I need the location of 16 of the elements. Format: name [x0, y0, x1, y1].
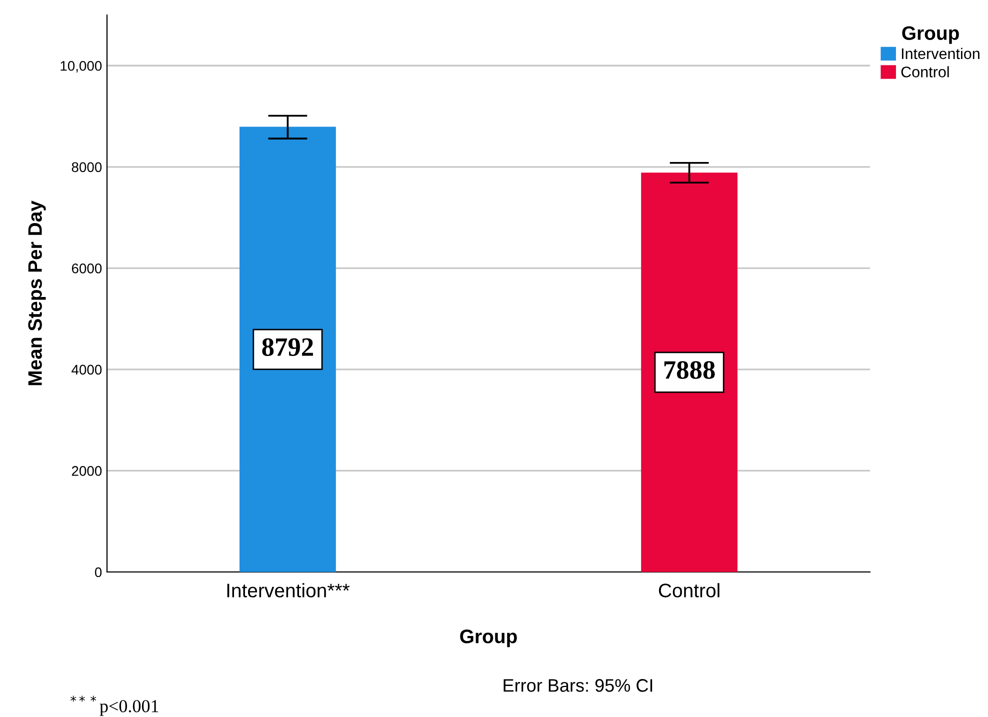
data-label: 7888	[664, 361, 715, 379]
legend-label: Control	[901, 66, 949, 78]
legend-title: Group	[902, 26, 959, 44]
x-tick-label: Intervention***	[227, 583, 350, 598]
y-tick-label: 0	[94, 567, 102, 578]
y-tick-label: 10,000	[60, 60, 102, 72]
y-tick-label: 2000	[72, 466, 102, 476]
y-tick-label: 6000	[72, 264, 102, 274]
x-axis-title: Group	[460, 630, 517, 648]
y-tick-label: 8000	[72, 162, 102, 172]
y-tick-label: 4000	[72, 364, 102, 375]
text: Error Bars: 95% CI	[504, 679, 652, 692]
legend-label: Intervention	[902, 48, 980, 60]
y-axis-title: Mean Steps Per Day	[28, 200, 46, 386]
data-label: 8792	[262, 338, 313, 356]
text: $^{***}$p<0.001	[70, 696, 158, 716]
